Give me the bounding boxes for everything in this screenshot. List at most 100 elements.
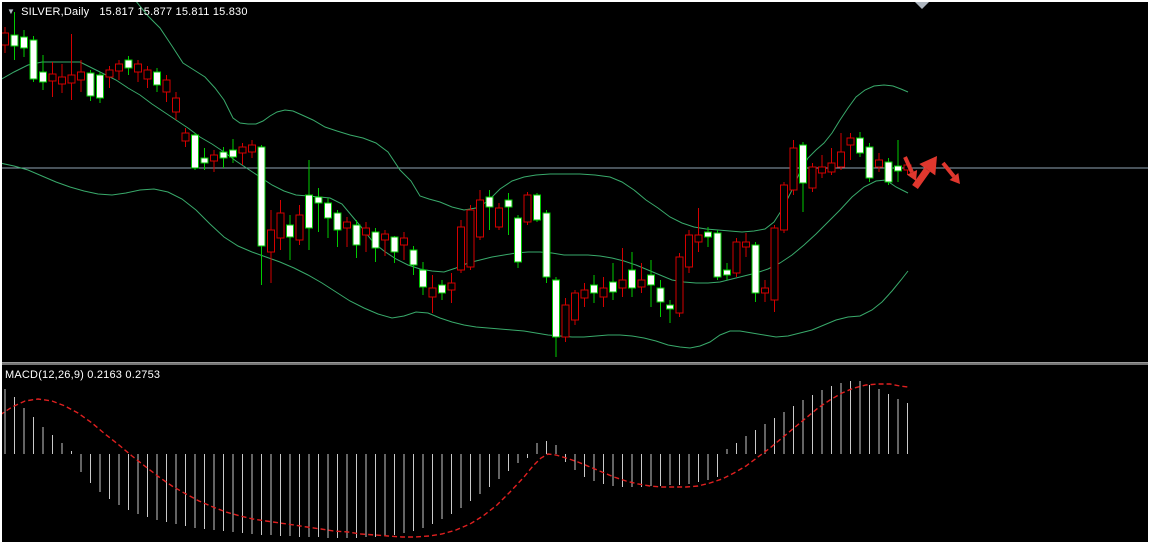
candle-bear	[362, 222, 370, 252]
candle-body	[580, 289, 589, 299]
symbol-title: ▼ SILVER,Daily 15.817 15.877 15.811 15.830	[7, 5, 248, 19]
arrow-head-icon	[919, 156, 937, 176]
candle-bear	[761, 280, 769, 302]
candle-body	[105, 69, 114, 78]
candle-bear	[276, 200, 285, 250]
candle-bull	[438, 280, 446, 300]
down-arrow-annotation[interactable]	[903, 156, 918, 181]
candle-body	[542, 212, 551, 278]
bar-shift-marker-icon[interactable]	[915, 2, 929, 9]
candle-bear	[172, 92, 180, 120]
candle-bull	[10, 12, 19, 60]
candle-bull	[124, 56, 133, 75]
arrow-shaft	[903, 156, 914, 174]
macd-indicator-label: MACD(12,26,9) 0.2163 0.2753	[5, 369, 160, 382]
up-arrow-annotation[interactable]	[912, 156, 937, 190]
candle-bull	[257, 145, 266, 285]
candle-body	[808, 166, 817, 189]
down-arrow-annotation[interactable]	[941, 161, 960, 184]
candle-bear	[400, 232, 408, 260]
candle-body	[666, 304, 674, 310]
candle-body	[409, 249, 418, 266]
candle-bull	[894, 140, 902, 182]
candle-bull	[333, 210, 342, 247]
candle-bull	[723, 263, 731, 280]
candle-body	[618, 279, 627, 289]
candle-bull	[96, 72, 104, 103]
candle-bull	[153, 68, 161, 92]
candle-bear	[210, 150, 218, 172]
candle-body	[637, 279, 646, 288]
candle-bull	[799, 142, 807, 212]
candle-body	[561, 304, 570, 338]
candle-bear	[780, 182, 788, 233]
candle-body	[2, 32, 9, 46]
candle-bear	[789, 140, 798, 195]
candle-bull	[865, 143, 874, 182]
candle-body	[628, 269, 636, 289]
candle-body	[191, 134, 199, 169]
candle-bull	[647, 260, 655, 307]
candle-body	[267, 229, 275, 253]
candle-body	[599, 287, 608, 298]
candle-bull	[219, 147, 228, 168]
candle-body	[571, 292, 579, 321]
candle-bear	[495, 203, 503, 230]
candle-bull	[324, 198, 332, 238]
candle-body	[305, 194, 313, 229]
candle-body	[884, 161, 893, 183]
candle-body	[362, 227, 370, 236]
candle-body	[647, 274, 655, 286]
candle-bear	[827, 148, 836, 175]
collapse-triangle-icon[interactable]: ▼	[7, 7, 16, 16]
candle-body	[856, 137, 864, 154]
candle-bull	[656, 280, 665, 317]
candle-bear	[846, 133, 855, 160]
candle-body	[229, 149, 237, 158]
candle-body	[694, 234, 703, 243]
candle-bull	[419, 262, 427, 295]
candle-bear	[571, 290, 579, 325]
candle-bull	[514, 215, 522, 268]
candle-body	[713, 232, 722, 278]
candle-bull	[191, 133, 199, 170]
candle-bear	[685, 230, 693, 273]
candle-bull	[390, 236, 399, 263]
candle-bear	[808, 163, 817, 192]
candle-bull	[352, 220, 361, 258]
candle-body	[314, 196, 323, 204]
candle-body	[181, 132, 190, 142]
candle-body	[723, 269, 731, 276]
candle-body	[96, 74, 104, 99]
candle-body	[780, 184, 788, 231]
candle-bear	[134, 60, 142, 82]
candle-bear	[523, 192, 532, 225]
candle-bull	[200, 148, 209, 170]
candle-bear	[742, 233, 750, 257]
candle-body	[324, 202, 332, 219]
candle-body	[685, 234, 693, 268]
candle-body	[675, 256, 684, 314]
candle-body	[20, 36, 28, 49]
macd-current-values: 0.2163 0.2753	[87, 369, 161, 381]
candle-body	[523, 194, 532, 223]
candle-body	[257, 146, 266, 247]
symbol-period-label: SILVER,Daily	[21, 6, 90, 18]
candle-bear	[248, 140, 256, 158]
candle-bear	[618, 248, 627, 297]
candle-body	[172, 97, 180, 113]
candle-bear	[428, 275, 437, 313]
candle-bear	[599, 277, 608, 307]
candle-body	[590, 284, 598, 294]
candle-body	[29, 39, 38, 80]
candle-bull	[371, 228, 380, 262]
candle-bear	[343, 217, 351, 247]
candle-bull	[884, 158, 893, 185]
candle-bear	[181, 128, 190, 147]
candle-body	[124, 59, 133, 69]
arrow-head-icon	[949, 173, 960, 184]
